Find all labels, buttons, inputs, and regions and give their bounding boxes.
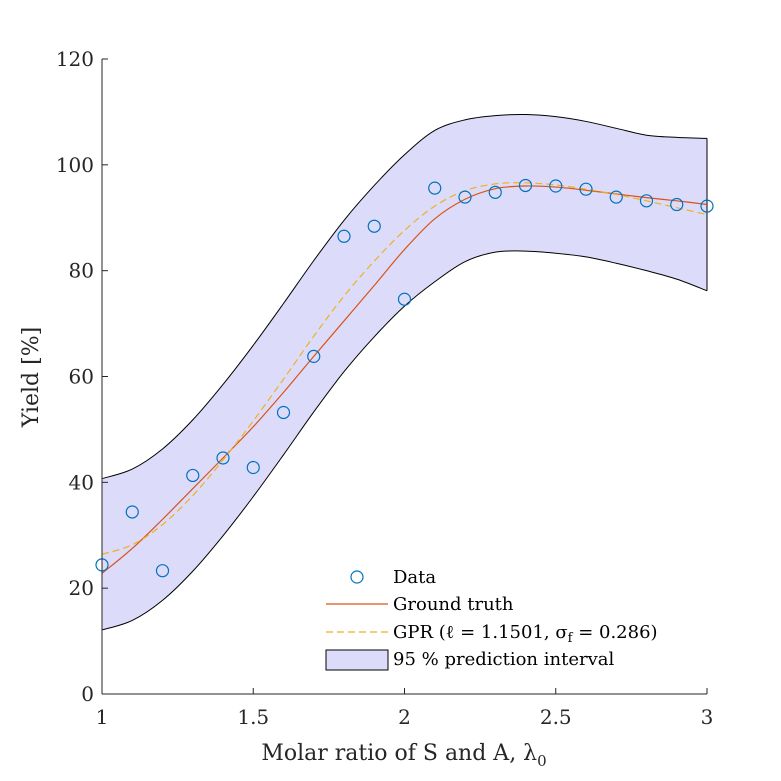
gpr-mean-line <box>101 182 708 555</box>
legend-gpr-label-main: GPR (ℓ = 1.1501, σ <box>393 622 568 643</box>
data-point <box>458 190 472 204</box>
prediction-band-upper-edge <box>101 114 708 480</box>
y-tick-label: 20 <box>69 576 94 600</box>
legend-gpr-label: GPR (ℓ = 1.1501, σf = 0.286) <box>393 622 658 646</box>
y-axis-label: Yield [%] <box>19 327 44 428</box>
prediction-band-fill <box>102 114 707 630</box>
data-point <box>155 564 170 578</box>
legend: Data Ground truth GPR (ℓ = 1.1501, σf = … <box>325 567 658 671</box>
data-point <box>549 179 563 193</box>
y-tick-label: 120 <box>56 47 94 71</box>
y-tick-label: 80 <box>69 259 94 283</box>
x-tick-label: 1 <box>96 705 109 729</box>
data-point <box>367 219 381 233</box>
x-tick-label: 1.5 <box>237 705 269 729</box>
data-point <box>397 292 412 306</box>
legend-data-marker <box>350 570 364 584</box>
data-point <box>488 185 502 199</box>
legend-band-swatch <box>325 649 389 671</box>
x-tick-label: 3 <box>701 705 714 729</box>
lines-layer <box>101 182 708 574</box>
y-tick-label: 60 <box>69 365 94 389</box>
data-point <box>186 468 200 483</box>
data-point <box>216 451 230 465</box>
legend-data-label: Data <box>393 567 436 588</box>
data-point <box>609 190 623 204</box>
y-tick-label: 0 <box>81 682 94 706</box>
data-point <box>276 405 291 420</box>
y-tick-label: 40 <box>69 470 94 494</box>
y-tick-label: 100 <box>56 153 94 177</box>
data-point <box>307 349 321 363</box>
prediction-band-lower-edge <box>101 250 708 631</box>
x-tick-label: 2.5 <box>540 705 572 729</box>
data-point <box>125 505 139 519</box>
x-axis-label-subscript: 0 <box>537 752 547 770</box>
data-point <box>639 194 654 208</box>
tick-labels: 1 1.5 2 2.5 3 0 20 40 60 80 100 120 <box>56 47 714 729</box>
data-point <box>337 229 351 243</box>
legend-truth-label: Ground truth <box>393 594 514 615</box>
data-point <box>518 178 533 193</box>
data-point <box>700 199 714 213</box>
x-axis-label-main: Molar ratio of S and A, λ <box>261 741 537 766</box>
axes <box>101 58 708 695</box>
legend-band-label: 95 % prediction interval <box>393 649 614 670</box>
data-point <box>428 181 442 195</box>
data-point <box>579 182 593 196</box>
legend-gpr-label-tail: = 0.286) <box>572 622 657 643</box>
data-point <box>670 197 684 212</box>
data-points-layer <box>95 178 714 578</box>
legend-gpr-label-subscript: f <box>568 631 574 646</box>
x-tick-label: 2 <box>398 705 411 729</box>
prediction-band-layer <box>101 114 708 631</box>
data-point <box>246 460 260 475</box>
x-axis-label: Molar ratio of S and A, λ0 <box>261 741 546 770</box>
